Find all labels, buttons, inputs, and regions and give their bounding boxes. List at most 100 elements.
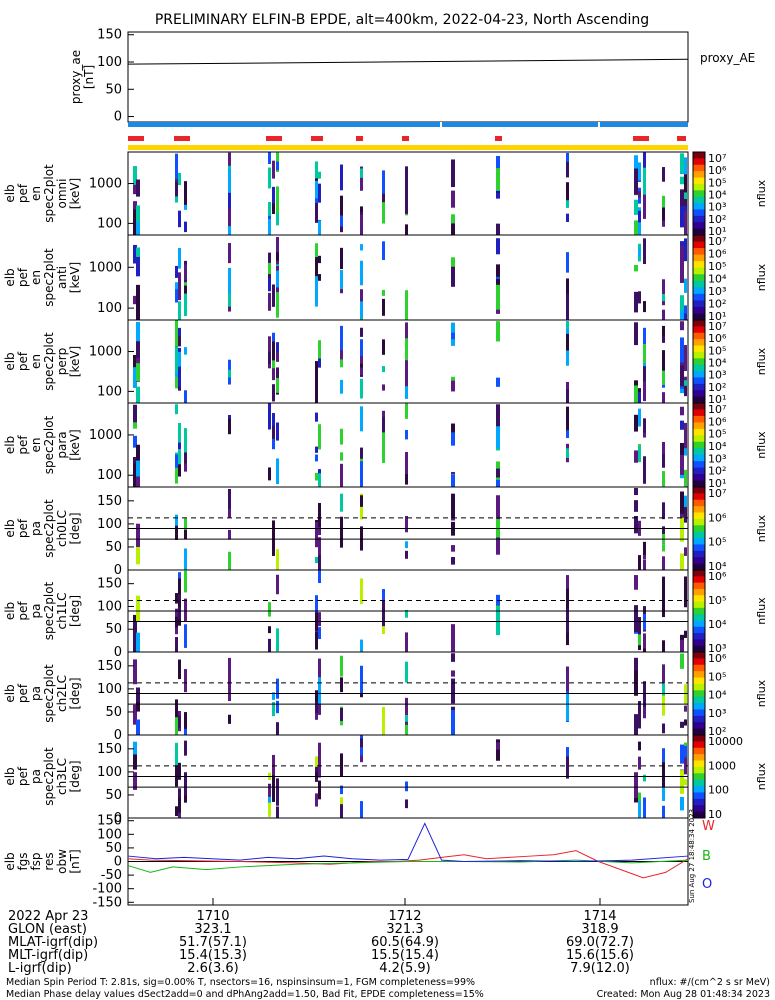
spectrogram-pixel xyxy=(634,220,638,235)
spectrogram-pixel xyxy=(178,459,181,474)
spectrogram-pixel xyxy=(136,444,140,461)
spectrogram-pixel xyxy=(643,418,646,433)
y-axis-label-line: pef xyxy=(16,267,30,287)
spectrogram-pixel xyxy=(318,502,321,528)
colorbar-segment xyxy=(693,531,705,539)
y-axis-label-line: spec2plot xyxy=(42,164,56,223)
spectrogram-pixel xyxy=(268,467,271,481)
spectrogram-pixel xyxy=(566,629,569,646)
spectrogram-pixel xyxy=(684,157,687,181)
colorbar-segment xyxy=(693,241,705,249)
y-axis-label-line: [keV] xyxy=(68,429,82,460)
spectrogram-pixel xyxy=(684,278,687,293)
y-axis-label-line: proxy_ae xyxy=(69,50,83,104)
spectrogram-pixel xyxy=(175,514,178,531)
spectrogram-pixel xyxy=(634,208,638,215)
y-axis-label-line: elb xyxy=(3,519,17,537)
colorbar-tick-label: 10⁶ xyxy=(708,248,727,261)
spectrogram-pixel xyxy=(643,192,646,219)
status-bar xyxy=(128,122,688,127)
colorbar-segment xyxy=(693,474,705,482)
colorbar-segment xyxy=(693,441,705,449)
spectrogram-pixel xyxy=(184,740,187,756)
colorbar-tick-label: 10⁷ xyxy=(708,487,726,500)
y-tick-label: 50 xyxy=(105,622,122,637)
colorbar-label: nflux xyxy=(755,597,768,625)
spectrogram-pixel xyxy=(405,632,408,652)
spectrogram-pixel xyxy=(184,712,187,729)
status-gap xyxy=(440,122,442,127)
spectrogram-pixel xyxy=(662,471,665,487)
y-axis-label-line: en xyxy=(29,270,43,285)
spectrogram-pixel xyxy=(318,627,321,640)
colorbar: 10000 1000 100 10 nflux xyxy=(692,734,768,821)
spectrogram-pixel xyxy=(382,241,385,260)
colorbar-segment xyxy=(693,274,705,282)
spectrogram-pixel xyxy=(684,745,687,761)
y-tick-label: 100 xyxy=(97,55,122,70)
spectrogram-pixel xyxy=(315,699,318,716)
l-shell-value: 4.2(5.9) xyxy=(379,961,431,976)
spectrogram-pixel xyxy=(276,161,279,171)
colorbar-segment xyxy=(693,332,705,340)
spectrogram-pixel xyxy=(662,544,665,552)
colorbar-segment xyxy=(693,626,705,634)
spectrogram-pixel xyxy=(638,446,641,462)
spectrogram-pixel xyxy=(360,339,363,357)
colorbar-segment xyxy=(693,754,705,762)
spectrogram-pixel xyxy=(184,452,187,464)
spectrogram-pixel xyxy=(175,320,178,347)
spectrogram-pixel xyxy=(184,428,187,456)
spectrogram-pixel xyxy=(340,804,343,818)
spectrogram-pixel xyxy=(133,463,137,487)
spectrogram-pixel xyxy=(175,461,178,484)
spectrogram-pixel xyxy=(382,298,385,316)
spectrogram-pixel xyxy=(405,360,408,387)
spectrogram-pixel xyxy=(276,778,279,806)
spectrogram-pixel xyxy=(340,329,343,351)
y-axis-label-line: ch3LC xyxy=(55,758,69,795)
colorbar-tick-label: 10⁶ xyxy=(708,511,727,524)
y-tick-label: 150 xyxy=(97,28,122,43)
spectrogram-pixel xyxy=(340,195,343,216)
colorbar-segment xyxy=(693,570,705,577)
colorbar-segment xyxy=(693,215,705,223)
colorbar-segment xyxy=(693,371,705,378)
spectrogram-pixel xyxy=(634,772,638,798)
spectrogram-pixel xyxy=(684,779,687,786)
spectrogram-pixel xyxy=(662,787,665,802)
spectrogram-pixel xyxy=(680,454,684,475)
spectrogram-pixel xyxy=(634,657,638,674)
colorbar-segment xyxy=(693,703,705,710)
spectrogram-pixel xyxy=(360,166,363,191)
spectrogram-pixel xyxy=(451,332,455,340)
spectrogram-pixel xyxy=(382,197,385,224)
spectrogram-pixel xyxy=(340,452,343,461)
spectrogram-pixel xyxy=(451,214,455,232)
spectrogram-pixel xyxy=(634,450,638,463)
spectrogram-pixel xyxy=(276,628,279,652)
spectrogram-pixel xyxy=(496,238,500,255)
spectrogram-pixel xyxy=(566,666,569,695)
spectrogram-pixel xyxy=(566,747,569,757)
science-mark xyxy=(633,136,649,141)
spectrogram-pixel xyxy=(360,327,363,337)
spectrogram-pixel xyxy=(318,424,321,450)
colorbar-segment xyxy=(693,415,705,423)
colorbar-segment xyxy=(693,690,705,698)
spectrogram-pixel xyxy=(680,305,684,320)
spectrogram-pixel xyxy=(315,257,318,277)
colorbar-label: nflux xyxy=(755,679,768,707)
spectrogram-pixel xyxy=(638,408,641,426)
spectrogram-pixel xyxy=(228,551,231,570)
y-axis-label-line: anti xyxy=(55,266,69,289)
colorbar-label: nflux xyxy=(755,263,768,291)
spectrogram-pixel xyxy=(360,206,363,213)
spectrogram-pixel xyxy=(136,523,140,552)
y-tick-label: 50 xyxy=(105,82,122,97)
spectrogram-pixel xyxy=(178,247,181,269)
spectrogram-pixel xyxy=(340,785,343,795)
spectrogram-pixel xyxy=(566,406,569,435)
